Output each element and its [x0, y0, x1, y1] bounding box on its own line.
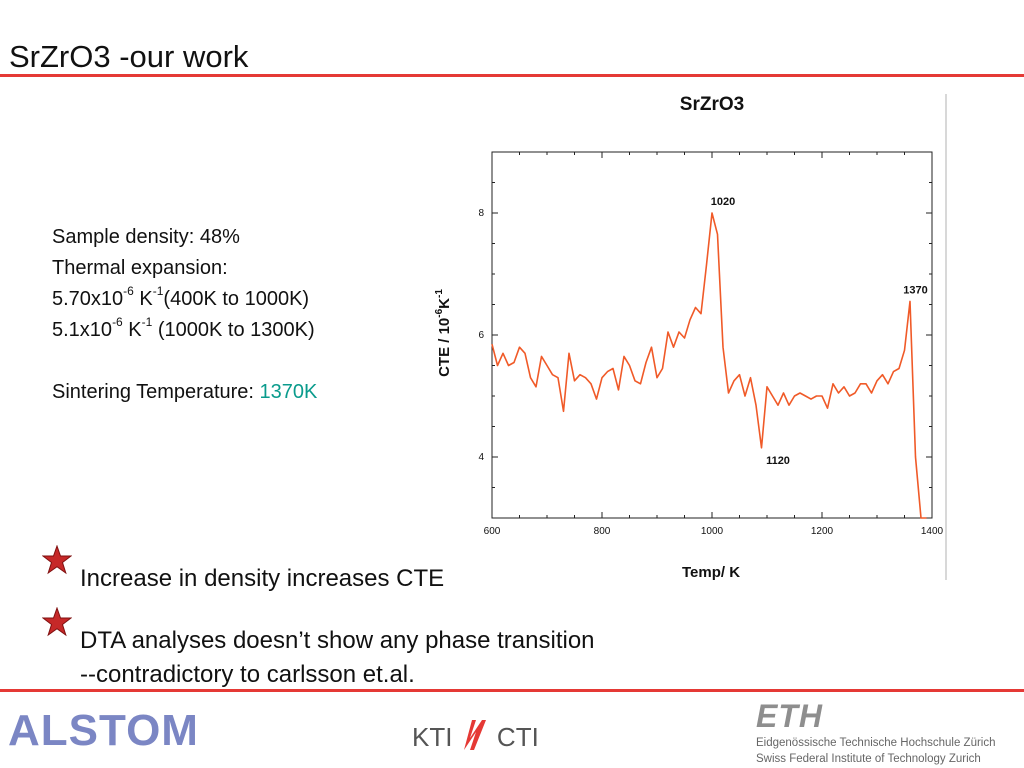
- info-block: Sample density: 48% Thermal expansion: 5…: [52, 222, 317, 408]
- cte-value-1: 5.70x10-6 K-1(400K to 1000K): [52, 284, 310, 310]
- x-tick-label: 1200: [811, 526, 834, 537]
- peak-annotation: 1370: [903, 284, 927, 296]
- peak-annotation: 1020: [711, 196, 735, 208]
- red-star-icon: [42, 545, 72, 575]
- sintering-value: 1370K: [259, 381, 318, 403]
- chart-title: SrZrO3: [680, 94, 744, 115]
- eth-line-1: Eidgenössische Technische Hochschule Zür…: [756, 737, 996, 749]
- alstom-logo: ALSTOM: [8, 706, 199, 755]
- x-tick-label: 1400: [921, 526, 944, 537]
- x-tick-label: 1000: [701, 526, 724, 537]
- eth-line-2: Swiss Federal Institute of Technology Zu…: [756, 753, 981, 765]
- chart-svg: SrZrO3 600 800 1000 1200 1400 4 6 8 1020 1370 112…: [434, 94, 947, 581]
- cte-value-2: 5.1x10-6 K-1 (1000K to 1300K): [52, 315, 315, 341]
- y-tick-label: 4: [478, 452, 484, 463]
- bullet-item: Increase in density increases CTE: [42, 545, 742, 607]
- chart-series-group: [491, 212, 927, 519]
- chart-y-axis-label: CTE / 10-6K-1: [434, 289, 453, 377]
- thermal-expansion-label: Thermal expansion:: [52, 257, 228, 279]
- eth-logo: ETH Eidgenössische Technische Hochschule…: [756, 698, 1018, 766]
- top-divider: [0, 74, 1024, 77]
- bullet-item: DTA analyses doesn’t show any phase tran…: [42, 607, 742, 688]
- chart-x-axis-label: Temp/ K: [682, 564, 740, 581]
- y-tick-label: 8: [478, 208, 484, 219]
- page-title: SrZrO3 -our work: [9, 39, 249, 74]
- bullet-text: DTA analyses doesn’t show any phase tran…: [80, 627, 595, 688]
- eth-mark: ETH: [756, 698, 823, 734]
- bullet-list: Increase in density increases CTE DTA an…: [42, 545, 742, 688]
- kti-mark-icon: [463, 720, 486, 750]
- x-tick-label: 800: [594, 526, 611, 537]
- red-star-icon: [42, 607, 72, 637]
- x-tick-label: 600: [484, 526, 501, 537]
- cte-chart: SrZrO3 600 800 1000 1200 1400 4 6 8 1020 1370 112…: [420, 88, 960, 583]
- density-text: Sample density: 48%: [52, 226, 240, 248]
- chart-annotations: 1020 1370 1120: [711, 196, 928, 467]
- y-tick-label: 6: [478, 330, 484, 341]
- series-line: [491, 212, 927, 519]
- chart-axes: 600 800 1000 1200 1400 4 6 8: [478, 151, 944, 537]
- kti-cti-logo: KTI CTI: [412, 718, 539, 753]
- bottom-divider: [0, 689, 1024, 692]
- peak-annotation: 1120: [766, 455, 790, 467]
- sintering-temperature: Sintering Temperature: 1370K: [52, 381, 318, 403]
- bullet-text: Increase in density increases CTE: [80, 565, 445, 592]
